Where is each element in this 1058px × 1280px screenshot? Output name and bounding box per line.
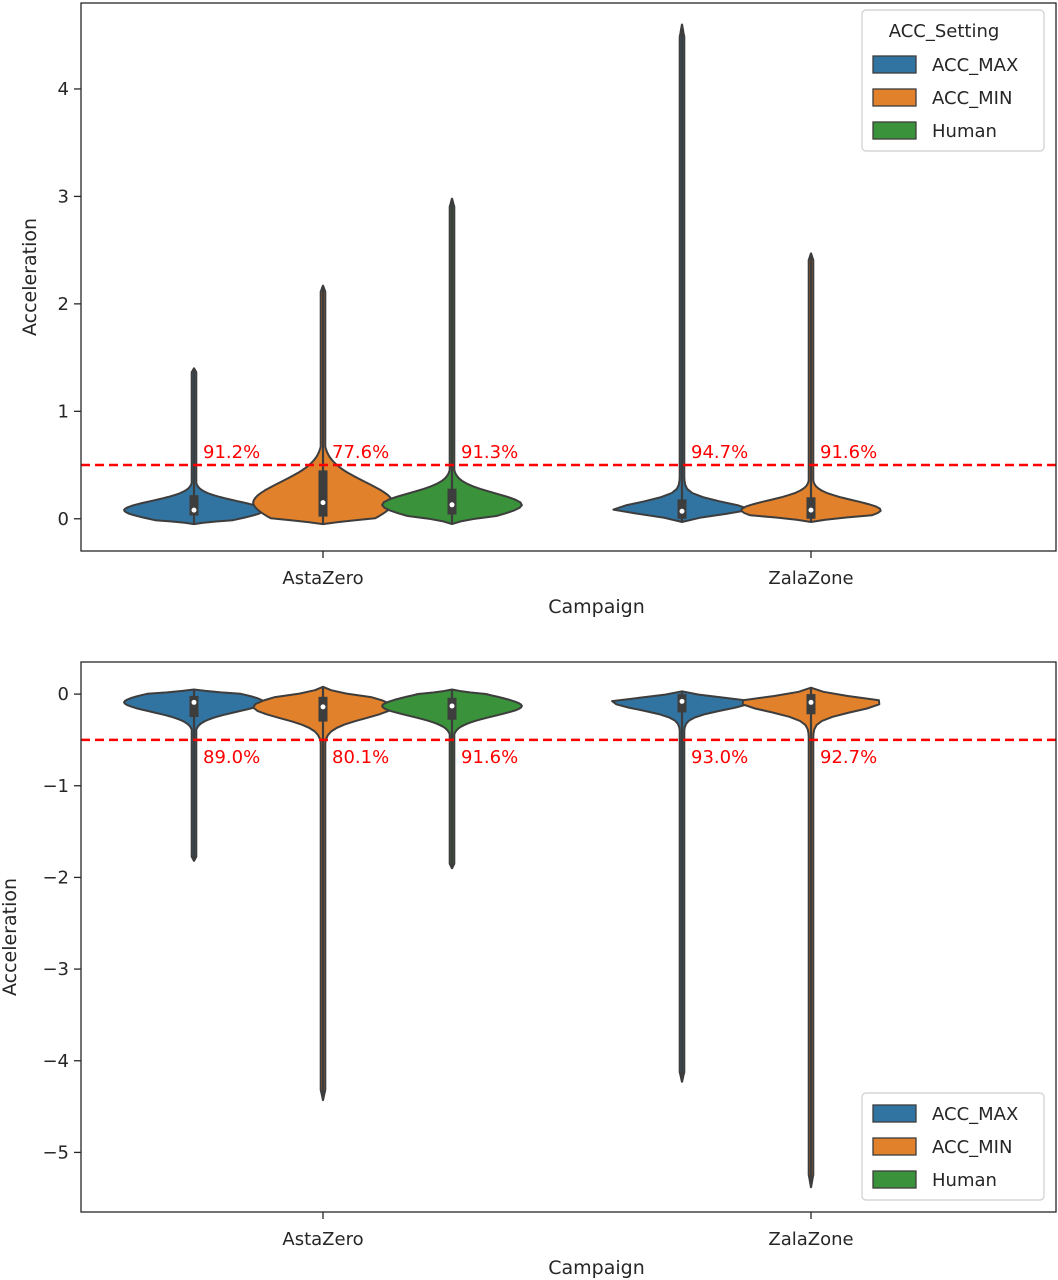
x-tick-label: AstaZero [282, 1229, 363, 1250]
violin-median [808, 507, 814, 513]
violin-median [320, 500, 326, 506]
legend: ACC_MAX ACC_MIN Human [861, 1092, 1045, 1201]
bottom-violin-panel: 0 −1 −2 −3 −4 −5 AstaZero ZalaZone Campaign Accel… [0, 661, 1057, 1279]
legend-entry: Human [932, 121, 997, 142]
legend-swatch [872, 1137, 917, 1156]
y-tick-label: −5 [42, 1142, 69, 1163]
violin-median [320, 704, 326, 710]
y-tick-label: 2 [58, 294, 69, 315]
legend-swatch [872, 121, 917, 140]
legend-swatch [872, 1104, 917, 1123]
x-tick-label: ZalaZone [768, 568, 853, 589]
x-axis-label: Campaign [548, 1257, 645, 1279]
legend-entry: Human [932, 1170, 997, 1191]
y-tick-label: −1 [42, 776, 69, 797]
percentage-label: 77.6% [332, 442, 389, 463]
y-tick-label: −3 [42, 959, 69, 980]
x-tick-label: ZalaZone [768, 1229, 853, 1250]
legend-swatch [872, 88, 917, 107]
violin-median [191, 699, 197, 705]
percentage-label: 91.3% [461, 442, 518, 463]
violin-median [449, 502, 455, 508]
legend-entry: ACC_MAX [932, 55, 1018, 76]
y-tick-label: 0 [58, 684, 69, 705]
percentage-label: 91.2% [203, 442, 260, 463]
violin-median [449, 703, 455, 709]
y-tick-label: −4 [42, 1051, 69, 1072]
y-axis-label: Acceleration [0, 878, 21, 996]
percentage-label: 92.7% [820, 747, 877, 768]
y-tick-label: 4 [58, 79, 69, 100]
legend-entry: ACC_MIN [932, 88, 1012, 109]
legend-swatch [872, 1170, 917, 1189]
percentage-label: 94.7% [691, 442, 748, 463]
violin-median [679, 508, 685, 514]
legend: ACC_Setting ACC_MAX ACC_MIN Human [861, 9, 1045, 152]
y-tick-label: −2 [42, 867, 69, 888]
violin-iqr-box [318, 470, 328, 517]
legend-entry: ACC_MIN [932, 1137, 1012, 1158]
violin-median [808, 699, 814, 705]
y-tick-label: 3 [58, 186, 69, 207]
legend-entry: ACC_MAX [932, 1104, 1018, 1125]
axes-frame [80, 2, 1057, 552]
axes-frame [80, 661, 1057, 1213]
violin-iqr-box [189, 695, 199, 717]
violin-median [191, 507, 197, 513]
percentage-label: 80.1% [332, 747, 389, 768]
violin-iqr-box [447, 488, 457, 515]
x-axis-label: Campaign [548, 596, 645, 618]
legend-swatch [872, 55, 917, 74]
percentage-label: 93.0% [691, 747, 748, 768]
legend-title: ACC_Setting [889, 21, 1000, 42]
violin-iqr-box [447, 697, 457, 720]
violin-iqr-box [189, 495, 199, 516]
legend-box [861, 9, 1045, 152]
y-axis-label: Acceleration [19, 218, 41, 336]
percentage-label: 91.6% [820, 442, 877, 463]
x-tick-label: AstaZero [282, 568, 363, 589]
percentage-label: 91.6% [461, 747, 518, 768]
y-tick-label: 1 [58, 401, 69, 422]
top-violin-panel: 0 1 2 3 4 AstaZero ZalaZone Campaign Acceleratio… [19, 2, 1057, 618]
percentage-label: 89.0% [203, 747, 260, 768]
violin-median [679, 698, 685, 704]
y-tick-label: 0 [58, 509, 69, 530]
